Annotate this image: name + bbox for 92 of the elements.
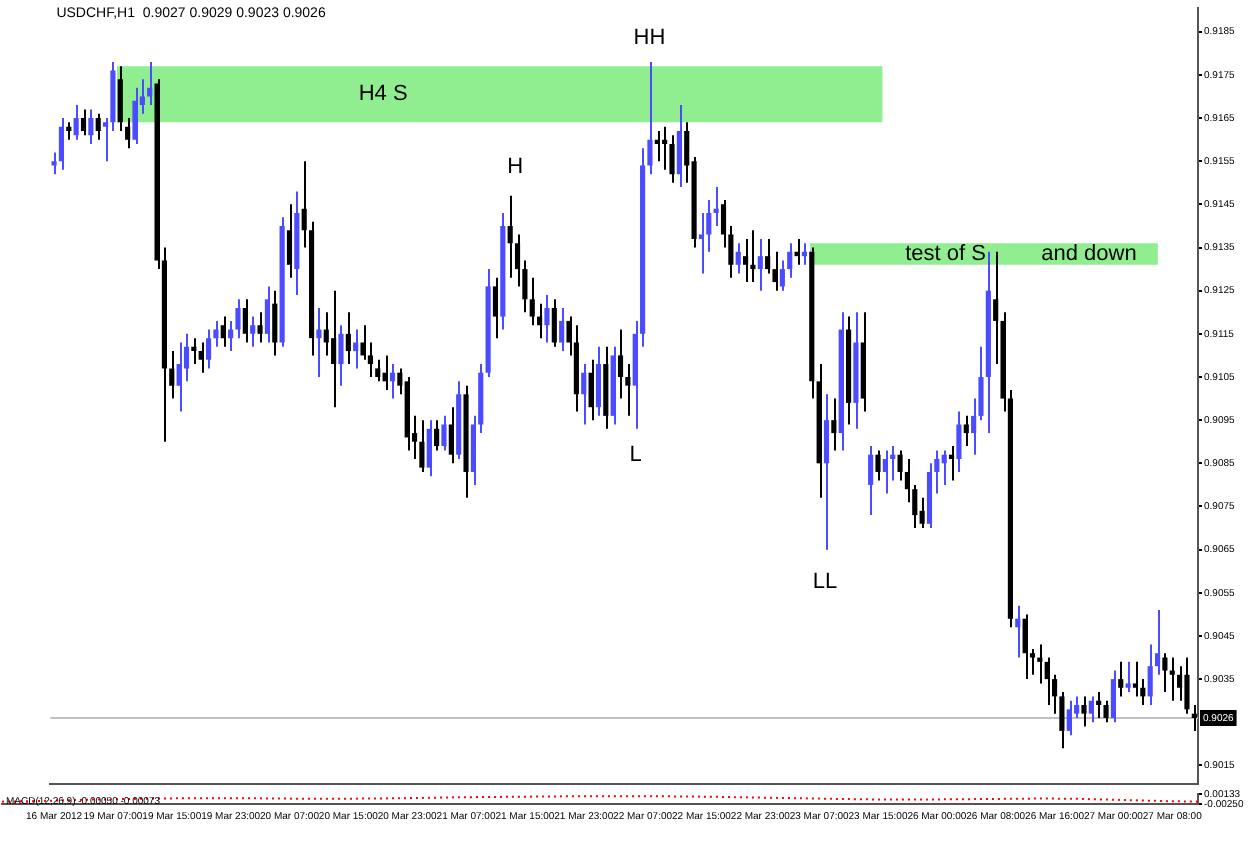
candlestick <box>617 328 624 400</box>
candlestick <box>1184 656 1190 715</box>
candlestick <box>948 445 955 482</box>
candlestick <box>941 449 947 486</box>
candlestick <box>73 104 79 141</box>
candlestick <box>426 419 432 478</box>
candlestick <box>1015 604 1021 659</box>
candlestick <box>801 242 808 266</box>
candlestick <box>205 328 212 370</box>
candlestick <box>448 406 454 465</box>
annotation: LL <box>812 570 838 595</box>
annotation: H <box>507 155 524 180</box>
candlestick <box>507 194 513 279</box>
candlestick <box>831 397 837 452</box>
candlestick <box>713 186 719 227</box>
candlestick <box>765 237 771 275</box>
candlestick <box>897 449 903 482</box>
band-label: H4 S <box>358 82 408 107</box>
candlestick <box>323 311 329 357</box>
candlestick <box>345 311 351 366</box>
candlestick <box>1118 660 1124 698</box>
candlestick <box>132 86 138 145</box>
candlestick <box>353 328 359 370</box>
candlestick <box>250 315 256 348</box>
candlestick <box>220 315 226 348</box>
candlestick <box>735 242 741 275</box>
candlestick <box>1177 665 1183 702</box>
candlestick <box>191 337 197 366</box>
candlestick <box>551 298 557 348</box>
candlestick <box>882 449 888 495</box>
candlestick <box>242 298 248 344</box>
candlestick <box>581 363 587 426</box>
candlestick <box>743 237 749 284</box>
candlestick <box>1103 699 1109 724</box>
candlestick <box>80 108 87 137</box>
candlestick <box>588 358 594 422</box>
candlestick <box>1022 613 1028 681</box>
candlestick <box>823 393 830 551</box>
candlestick <box>676 104 682 189</box>
candlestick <box>559 306 565 353</box>
candlestick <box>1081 695 1087 728</box>
candlestick <box>88 108 94 145</box>
candlestick <box>529 276 535 327</box>
candlestick <box>662 125 668 171</box>
candlestick <box>794 237 800 266</box>
candlestick <box>441 414 447 452</box>
candlestick <box>868 445 874 517</box>
candlestick <box>1037 643 1043 685</box>
candlestick <box>264 285 270 344</box>
candlestick <box>272 289 278 357</box>
candlestick <box>1088 695 1094 724</box>
candlestick <box>147 60 153 107</box>
candlestick <box>963 414 969 448</box>
candlestick <box>669 134 675 184</box>
candlestick <box>198 341 204 374</box>
candlestick <box>117 65 123 132</box>
candlestick <box>286 203 293 279</box>
candlestick <box>595 345 602 417</box>
candlestick <box>919 496 925 530</box>
candlestick <box>176 341 182 413</box>
candlestick <box>316 306 322 379</box>
candlestick <box>382 354 388 391</box>
candlestick <box>956 410 962 473</box>
band-label: test of S <box>905 242 986 267</box>
candlestick <box>419 419 425 473</box>
candlestick <box>1066 699 1072 737</box>
candlestick <box>331 289 337 409</box>
annotation: L <box>629 442 642 467</box>
candlestick <box>757 237 763 292</box>
candlestick <box>492 276 499 340</box>
candlestick <box>360 324 366 361</box>
candlestick <box>95 112 101 141</box>
candlestick <box>58 117 65 171</box>
candlestick <box>698 212 705 275</box>
candlestick <box>1132 660 1139 698</box>
candlestick <box>750 229 756 284</box>
candlestick <box>1110 669 1116 724</box>
candlestick <box>1096 691 1102 719</box>
candlestick <box>257 311 263 344</box>
candlestick <box>544 294 550 344</box>
candlestick <box>1162 652 1168 694</box>
candlestick <box>389 363 396 400</box>
candlestick <box>779 259 785 292</box>
candlestick <box>875 449 881 482</box>
candlestick <box>338 324 344 387</box>
annotation: and down <box>1041 242 1137 267</box>
candlestick <box>1147 643 1153 707</box>
candlestick <box>1169 656 1175 702</box>
candlestick <box>1125 660 1131 694</box>
candlestick <box>654 130 660 163</box>
annotation: HH <box>633 26 666 51</box>
candlestick <box>434 419 440 452</box>
